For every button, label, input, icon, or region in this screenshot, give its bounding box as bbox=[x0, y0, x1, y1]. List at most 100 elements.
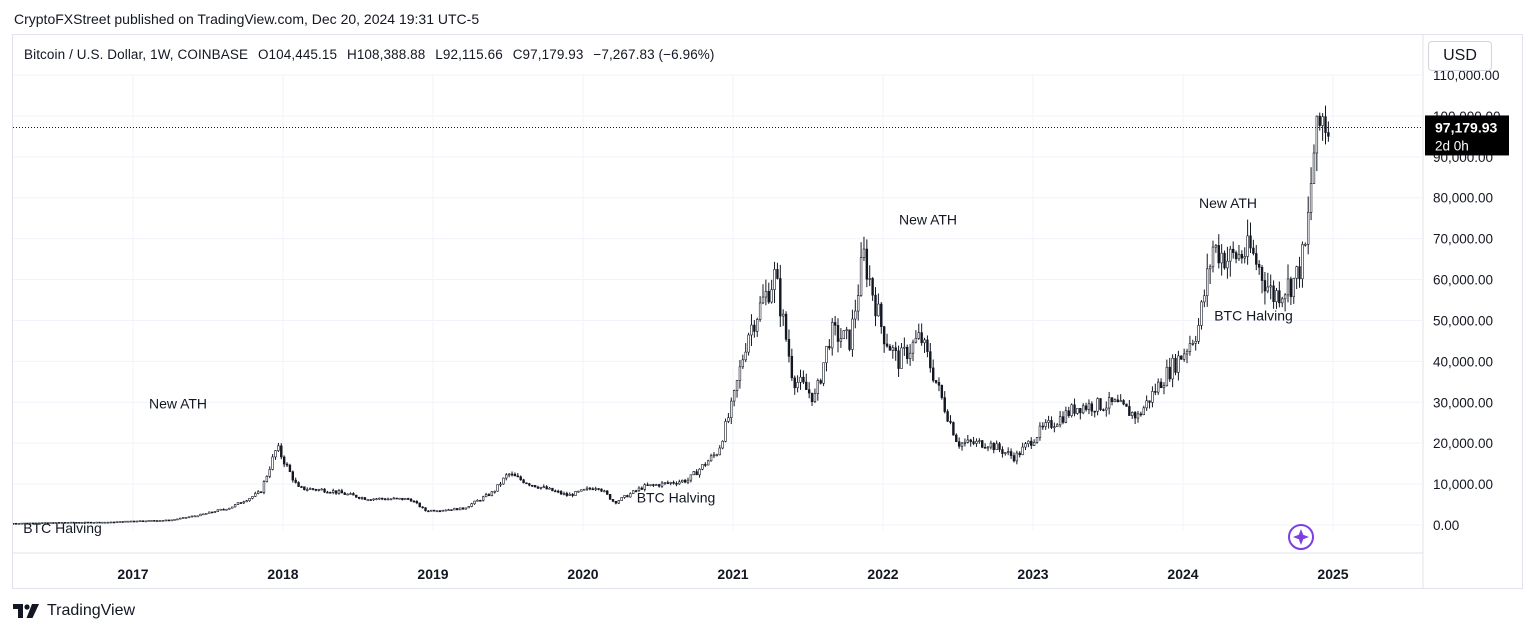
candle-body bbox=[753, 324, 756, 332]
candle-body bbox=[1165, 366, 1169, 387]
y-tick-label: 30,000.00 bbox=[1433, 395, 1493, 410]
candle-body bbox=[29, 522, 32, 525]
currency-button[interactable]: USD bbox=[1428, 41, 1492, 71]
candle-body bbox=[533, 485, 537, 488]
y-tick-label: 110,000.00 bbox=[1433, 68, 1500, 83]
candle-body bbox=[360, 497, 364, 499]
candle-body bbox=[317, 489, 320, 491]
candle-body bbox=[1087, 403, 1091, 410]
candle-body bbox=[643, 484, 646, 490]
candle-body bbox=[401, 497, 404, 501]
candle-body bbox=[554, 490, 557, 493]
candle-body bbox=[184, 517, 188, 519]
candle-body bbox=[89, 521, 93, 524]
candle-body bbox=[418, 502, 421, 508]
candle-body bbox=[551, 487, 554, 492]
candle-body bbox=[303, 486, 306, 491]
candle-body bbox=[629, 493, 632, 498]
chart-annotation: BTC Halving bbox=[637, 490, 716, 506]
candle-body bbox=[649, 484, 652, 486]
candle-body bbox=[329, 491, 332, 494]
candle-body bbox=[1185, 351, 1189, 355]
candle-body bbox=[179, 517, 182, 520]
candle-body bbox=[1156, 381, 1160, 393]
candle-body bbox=[1136, 413, 1140, 419]
price-tag-layer: 97,179.93 2d 0h bbox=[13, 115, 1509, 156]
candle-body bbox=[1318, 115, 1321, 126]
candle-body bbox=[1231, 248, 1235, 253]
candle-body bbox=[1275, 290, 1278, 303]
candle-body bbox=[960, 442, 964, 447]
candle-body bbox=[652, 484, 655, 486]
candle-body bbox=[882, 326, 886, 345]
chart-canvas[interactable]: BTC Halving New ATH BTC Halving New ATH New … bbox=[13, 35, 1522, 588]
candle-body bbox=[1243, 256, 1246, 259]
candle-body bbox=[995, 443, 998, 451]
candle-body bbox=[660, 482, 664, 487]
candle-body bbox=[620, 497, 623, 501]
candle-body bbox=[600, 488, 603, 492]
candle-body bbox=[158, 520, 162, 522]
candle-body bbox=[352, 493, 355, 496]
candle-body bbox=[1301, 244, 1304, 280]
candle-body bbox=[1116, 399, 1120, 403]
candle-body bbox=[1263, 280, 1267, 292]
candle-body bbox=[383, 498, 387, 501]
candle-body bbox=[617, 500, 620, 504]
candle-body bbox=[767, 290, 770, 303]
candle-body bbox=[49, 522, 52, 524]
legend-change: −7,267.83 (−6.96%) bbox=[593, 47, 715, 62]
candle-body bbox=[606, 490, 609, 495]
candle-body bbox=[153, 520, 156, 522]
chart-frame[interactable]: BTC Halving New ATH BTC Halving New ATH New … bbox=[12, 34, 1523, 589]
candle-body bbox=[176, 518, 179, 521]
candle-body bbox=[1154, 391, 1157, 393]
candle-body bbox=[323, 488, 326, 493]
candle-body bbox=[845, 329, 848, 332]
candle-body bbox=[118, 521, 121, 523]
candle-body bbox=[13, 522, 15, 525]
candle-body bbox=[17, 522, 20, 525]
candle-body bbox=[1006, 451, 1010, 453]
candle-body bbox=[986, 446, 990, 449]
candle-body bbox=[447, 509, 450, 511]
candle-body bbox=[1266, 286, 1270, 292]
candle-body bbox=[854, 310, 857, 320]
candle-body bbox=[173, 519, 176, 521]
candle-body bbox=[594, 488, 597, 490]
candle-body bbox=[1315, 115, 1319, 154]
candle-body bbox=[940, 384, 944, 398]
candle-body bbox=[675, 482, 678, 485]
candle-body bbox=[1283, 294, 1287, 300]
candle-body bbox=[929, 351, 932, 369]
candle-body bbox=[207, 511, 211, 514]
candle-body bbox=[1194, 341, 1197, 344]
candle-body bbox=[481, 496, 485, 501]
legend-close: C97,179.93 bbox=[512, 47, 584, 62]
candle-body bbox=[689, 474, 693, 481]
candle-body bbox=[34, 522, 38, 525]
ai-star-button[interactable] bbox=[1288, 524, 1314, 550]
candle-body bbox=[1018, 452, 1021, 456]
candle-body bbox=[294, 479, 297, 483]
candle-body bbox=[14, 522, 18, 525]
candle-body bbox=[1260, 267, 1264, 281]
candle-body bbox=[1067, 410, 1070, 416]
candle-body bbox=[1107, 397, 1111, 409]
x-tick-label: 2017 bbox=[117, 566, 148, 582]
candle-body bbox=[167, 519, 170, 522]
candle-body bbox=[63, 522, 67, 524]
candle-body bbox=[903, 346, 906, 349]
tradingview-logo[interactable]: TradingView bbox=[13, 602, 135, 620]
bar-countdown-label: 2d 0h bbox=[1435, 138, 1469, 153]
candle-body bbox=[202, 513, 205, 516]
candle-body bbox=[1027, 440, 1030, 444]
candle-body bbox=[262, 481, 266, 493]
candle-body bbox=[614, 501, 618, 504]
candle-body bbox=[254, 493, 257, 497]
candle-body bbox=[1004, 452, 1007, 454]
candle-body bbox=[493, 490, 496, 493]
candle-body bbox=[288, 464, 292, 473]
legend-low: L92,115.66 bbox=[435, 47, 503, 62]
candle-body bbox=[556, 490, 560, 493]
